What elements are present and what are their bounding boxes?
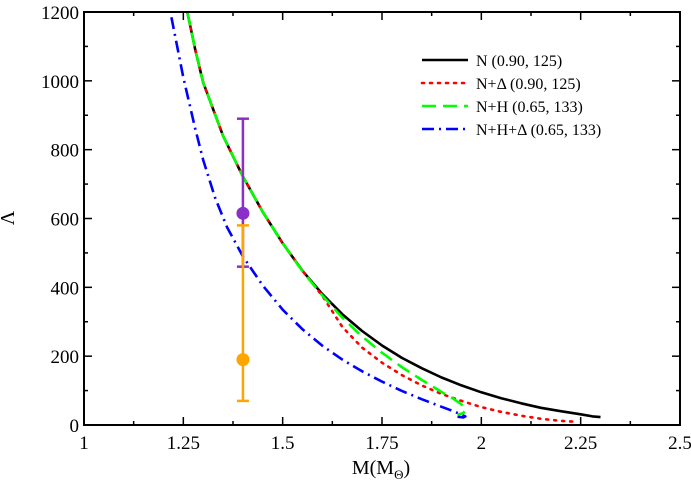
x-tick-label: 1.75	[365, 433, 398, 454]
x-tick-label: 2	[477, 433, 487, 454]
x-tick-label: 1.25	[167, 433, 200, 454]
x-axis-label-main: M(M	[352, 457, 394, 479]
series-layer	[170, 12, 601, 423]
y-tick-label: 800	[51, 141, 80, 162]
legend-label-1: N+Δ (0.90, 125)	[476, 76, 581, 93]
series-line-2	[186, 12, 467, 416]
x-axis-label-subscript: Θ	[394, 467, 403, 482]
y-tick-label: 1000	[41, 72, 79, 93]
y-axis-label: Λ	[0, 210, 19, 225]
series-line-3	[170, 16, 467, 419]
legend: N (0.90, 125) N+Δ (0.90, 125) N+H (0.65, 1…	[420, 53, 601, 139]
x-axis-label: M(MΘ)	[352, 457, 410, 482]
error-bar-layer	[236, 117, 250, 403]
legend-label-0: N (0.90, 125)	[476, 53, 562, 70]
y-tick-label: 0	[70, 416, 80, 437]
x-tick-label: 2.25	[564, 433, 597, 454]
x-tick-label: 1	[79, 433, 89, 454]
tick-layer: 1 1.25 1.5 1.75 2 2.25 2.5 0 200 400 600 800 1000 120…	[41, 3, 691, 454]
plot-frame	[83, 11, 681, 426]
y-tick-label: 1200	[41, 3, 79, 24]
legend-label-3: N+H+Δ (0.65, 133)	[476, 122, 601, 139]
error-bar-point	[236, 353, 250, 367]
error-bar-point	[236, 206, 250, 220]
x-axis-label-close: )	[403, 457, 410, 479]
y-tick-label: 400	[51, 278, 80, 299]
legend-label-2: N+H (0.65, 133)	[476, 99, 583, 116]
y-tick-label: 200	[51, 347, 80, 368]
x-tick-label: 2.5	[668, 433, 691, 454]
x-tick-label: 1.5	[271, 433, 295, 454]
y-tick-label: 600	[51, 210, 80, 231]
